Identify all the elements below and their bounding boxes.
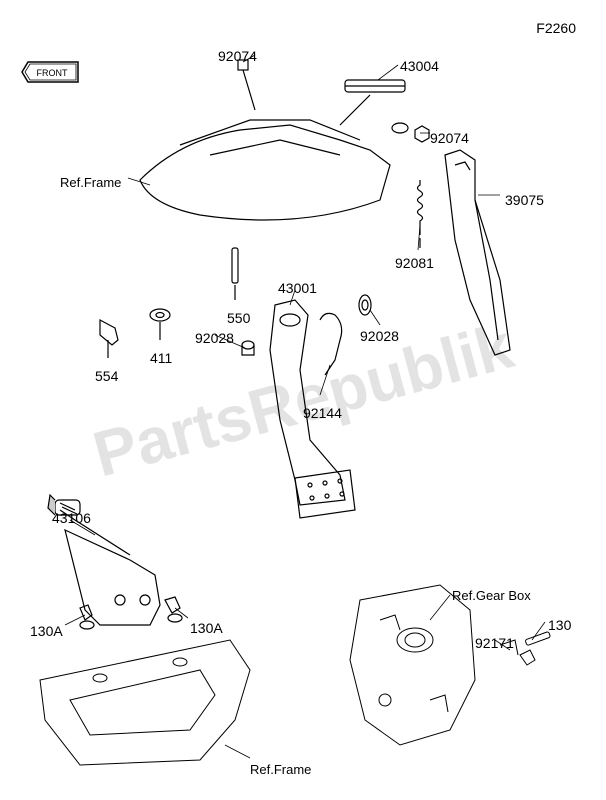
label-ref-gear-box: Ref.Gear Box [452, 588, 531, 603]
label-43004: 43004 [400, 58, 439, 74]
label-92171: 92171 [475, 635, 514, 651]
label-43106: 43106 [52, 510, 91, 526]
label-130: 130 [548, 617, 571, 633]
label-92028a: 92028 [195, 330, 234, 346]
parts-diagram [0, 0, 606, 800]
label-ref-frame-b: Ref.Frame [250, 762, 311, 777]
label-411: 411 [150, 350, 172, 366]
label-92081: 92081 [395, 255, 434, 271]
label-ref-frame-a: Ref.Frame [60, 175, 121, 190]
label-92028b: 92028 [360, 328, 399, 344]
label-39075: 39075 [505, 192, 544, 208]
label-130a-left: 130A [30, 623, 63, 639]
label-550: 550 [227, 310, 250, 326]
label-92074b: 92074 [430, 130, 469, 146]
label-92074a: 92074 [218, 48, 257, 64]
label-130a-right: 130A [190, 620, 223, 636]
label-43001: 43001 [278, 280, 317, 296]
label-92144: 92144 [303, 405, 342, 421]
diagram-container: PartsRepublik F2260 FRONT [0, 0, 606, 800]
label-554: 554 [95, 368, 118, 384]
